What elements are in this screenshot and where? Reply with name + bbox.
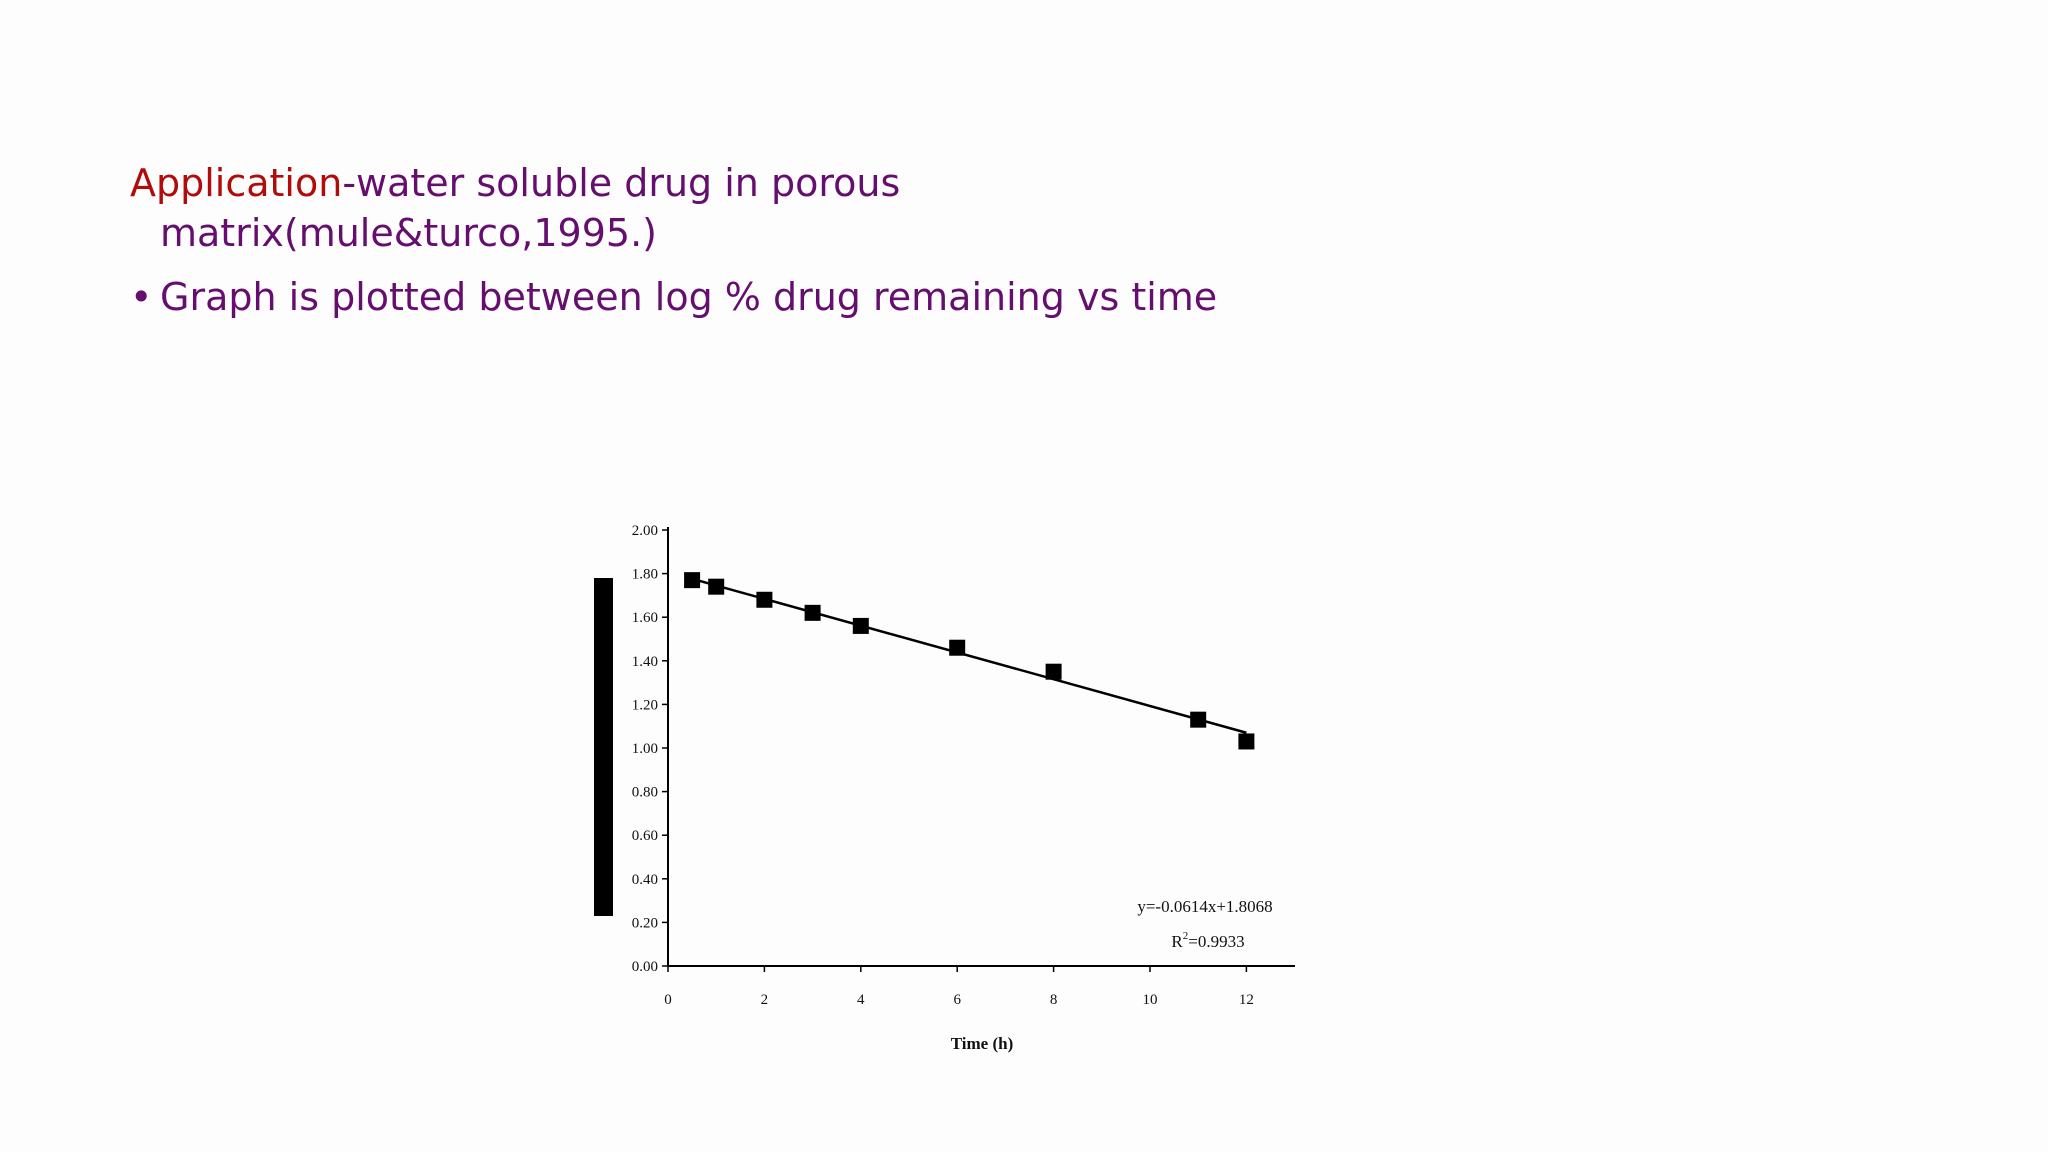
y-tick-label: 0.20	[632, 915, 658, 931]
y-axis-label-redaction-bar	[594, 578, 613, 916]
data-point	[684, 572, 701, 589]
slide-text: Application-water soluble drug in porous…	[130, 158, 1530, 322]
y-tick-label: 2.00	[632, 523, 658, 539]
heading-line-2: matrix(mule&turco,1995.)	[160, 211, 657, 255]
x-tick-label: 6	[953, 992, 961, 1008]
r-squared-value: =0.9933	[1188, 932, 1244, 951]
data-point	[756, 591, 773, 608]
r-squared-sup: 2	[1183, 930, 1189, 942]
data-point	[1238, 733, 1255, 750]
x-tick-label: 4	[857, 992, 865, 1008]
x-tick-label: 12	[1239, 992, 1254, 1008]
data-point	[804, 604, 821, 621]
r-squared-label: R2=0.9933	[1171, 930, 1244, 951]
trendline	[691, 577, 1247, 734]
y-ticks: 0.00 0.20 0.40 0.60 0.80 1.00 1.20 1.40 1.60 1.80…	[632, 523, 668, 975]
data-point	[949, 639, 966, 656]
x-tick-label: 2	[761, 992, 769, 1008]
x-tick-label: 10	[1143, 992, 1158, 1008]
data-point	[708, 578, 725, 595]
y-tick-label: 1.40	[632, 654, 658, 670]
x-tick-label: 0	[664, 992, 672, 1008]
y-tick-label: 0.40	[632, 872, 658, 888]
heading-red-word: Application	[130, 161, 343, 205]
y-tick-label: 1.80	[632, 567, 658, 583]
x-tick-label: 8	[1050, 992, 1058, 1008]
y-tick-label: 1.00	[632, 741, 658, 757]
y-tick-label: 1.20	[632, 697, 658, 713]
y-tick-label: 0.00	[632, 959, 658, 975]
r-squared-r: R	[1171, 932, 1183, 951]
y-tick-label: 1.60	[632, 610, 658, 626]
data-point	[1190, 711, 1207, 728]
data-point	[1045, 663, 1062, 680]
heading-line-1: Application-water soluble drug in porous	[130, 158, 1530, 208]
x-ticks: 0 2 4 6 8 10 12	[664, 966, 1254, 1008]
bullet-text: Graph is plotted between log % drug rema…	[160, 275, 1218, 319]
y-tick-label: 0.80	[632, 785, 658, 801]
equation-label: y=-0.0614x+1.8068	[1137, 897, 1272, 916]
heading-rest: -water soluble drug in porous	[342, 161, 901, 205]
y-tick-label: 0.60	[632, 828, 658, 844]
data-points	[684, 572, 1255, 750]
bullet-icon: •	[130, 275, 153, 319]
x-axis-title: Time (h)	[951, 1034, 1014, 1053]
trendline-group	[691, 577, 1247, 734]
data-point	[852, 617, 869, 634]
bullet-item: • Graph is plotted between log % drug rem…	[130, 272, 1530, 322]
